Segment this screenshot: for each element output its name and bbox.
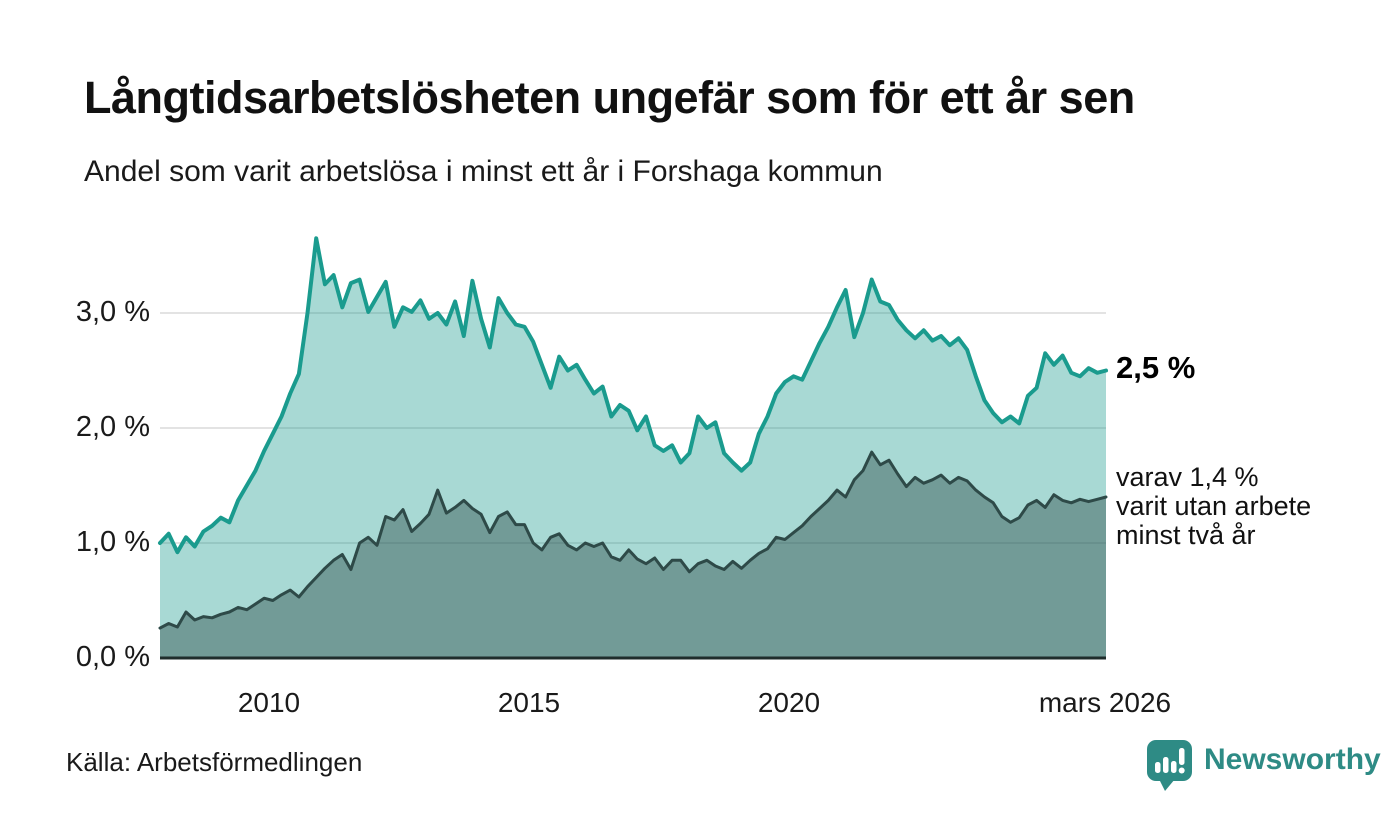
series-1-value-label: 2,5 % (1116, 350, 1196, 385)
x-tick-2020: 2020 (757, 687, 821, 718)
line-series-1 (158, 236, 1108, 555)
y-tick-3: 3,0 % (75, 296, 150, 328)
x-tick-2015: 2015 (497, 687, 561, 718)
y-tick-1: 1,0 % (75, 526, 150, 558)
brand-wordmark: Newsworthy (1204, 743, 1381, 776)
page-title: Långtidsarbetslösheten ungefär som för e… (84, 72, 1135, 123)
x-tick-2010: 2010 (237, 687, 301, 718)
annotation-line-3: minst två år (1116, 520, 1256, 550)
x-tick-mars-2026: mars 2026 (1038, 687, 1172, 718)
line-series-2 (158, 450, 1108, 630)
y-tick-0: 0,0 % (75, 641, 150, 673)
annotation-line-2: varit utan arbete (1116, 491, 1312, 521)
annotation-line-1: varav 1,4 % (1116, 462, 1259, 492)
newsworthy-icon (1147, 740, 1192, 791)
brand-logo: Newsworthy (1146, 738, 1381, 792)
source-note: Källa: Arbetsförmedlingen (66, 747, 363, 777)
chart-subtitle: Andel som varit arbetslösa i minst ett å… (84, 155, 883, 188)
area-series-1 (160, 238, 1106, 659)
y-tick-2: 2,0 % (75, 411, 150, 443)
series-2-annotation: varav 1,4 % varit utan arbete minst två … (1116, 463, 1311, 550)
